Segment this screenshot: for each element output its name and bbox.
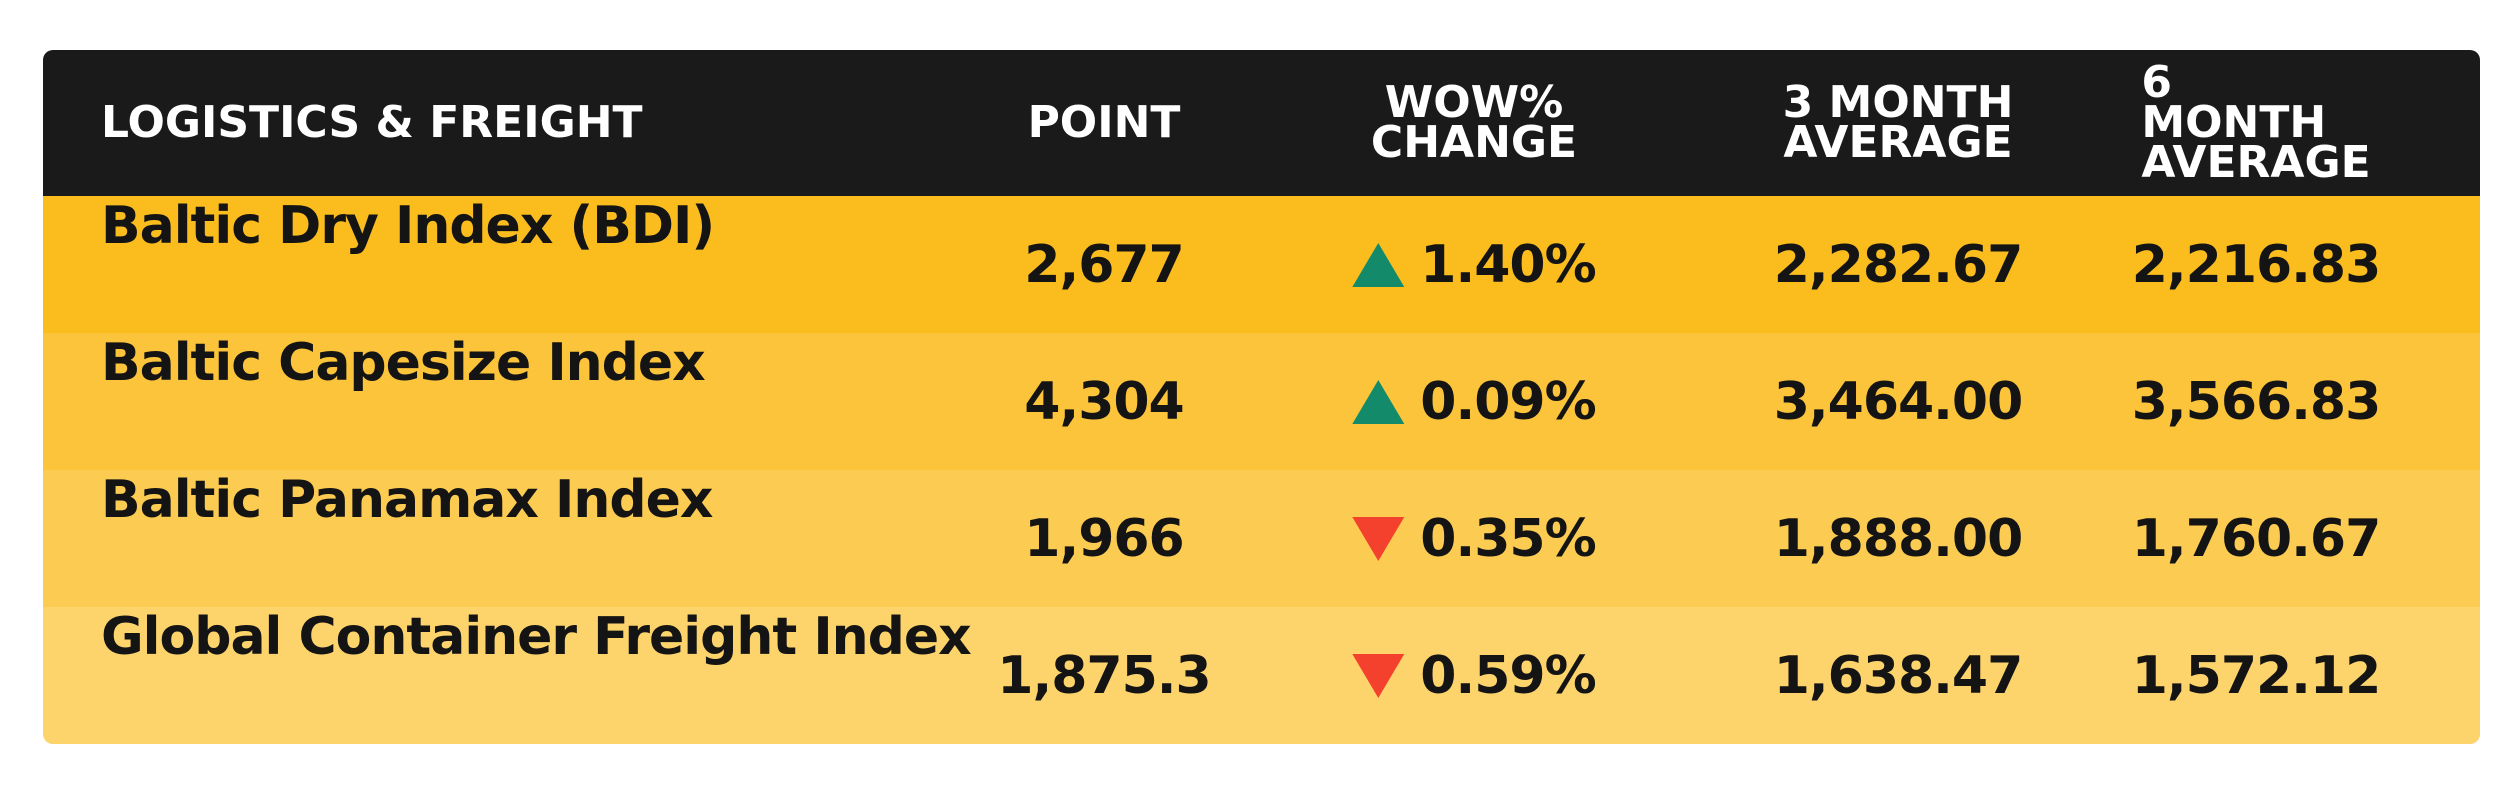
- cell: 1,875.3: [997, 645, 1211, 706]
- change-text: 1.40%: [1420, 234, 1596, 295]
- cell: 0.09%: [1352, 333, 1597, 470]
- header-text: POINT: [1027, 97, 1181, 148]
- data-row: Global Container Freight Index 1,875.3 0.5…: [43, 607, 2480, 744]
- header-cell: POINT: [1028, 50, 1181, 196]
- direction-up: [1352, 379, 1405, 424]
- header-cell: 6 MONTH AVERAGE: [2141, 50, 2370, 196]
- cell: 1,572.12: [2131, 645, 2382, 706]
- header-cell: WOW% CHANGE: [1371, 50, 1577, 196]
- header-text: LOGISTICS & FREIGHT: [101, 97, 643, 148]
- cell: Baltic Dry Index (BDI): [101, 196, 715, 256]
- header-cell: 3 MONTH AVERAGE: [1783, 50, 2014, 196]
- header-text: CHANGE: [1370, 117, 1578, 168]
- cell: 2,216.83: [2131, 234, 2382, 295]
- header-text: AVERAGE: [2141, 137, 2371, 188]
- cell: 2,677: [1024, 234, 1184, 295]
- change-text: 0.35%: [1420, 508, 1596, 569]
- data-row: Baltic Dry Index (BDI) 2,677 1.40% 2,282.67…: [43, 196, 2480, 333]
- header-text: 6 MONTH: [2141, 57, 2327, 148]
- header-text: WOW%: [1384, 77, 1564, 128]
- data-row: Baltic Panamax Index 1,966 0.35% 1,888.00 1,…: [43, 470, 2480, 607]
- cell: 1,966: [1024, 508, 1184, 569]
- cell: 1,638.47: [1773, 645, 2024, 706]
- cell: Baltic Capesize Index: [101, 333, 706, 393]
- header-row: LOGISTICS & FREIGHT POINT WOW% CHANGE 3 MONT…: [43, 50, 2480, 196]
- cell: 3,566.83: [2131, 371, 2382, 432]
- cell: 2,282.67: [1773, 234, 2024, 295]
- header-text: AVERAGE: [1783, 117, 2013, 168]
- cell: 0.35%: [1352, 470, 1597, 607]
- cell: Baltic Panamax Index: [101, 470, 713, 530]
- change-text: 0.59%: [1420, 645, 1596, 706]
- cell: 1,888.00: [1773, 508, 2024, 569]
- direction-down: [1352, 516, 1405, 561]
- cell: 1,760.67: [2131, 508, 2382, 569]
- cell: 3,464.00: [1773, 371, 2024, 432]
- data-row: Baltic Capesize Index 4,304 0.09% 3,464.00 3…: [43, 333, 2480, 470]
- cell: 1.40%: [1352, 196, 1597, 333]
- header-cell: LOGISTICS & FREIGHT: [101, 50, 643, 196]
- cell: Global Container Freight Index: [101, 607, 972, 667]
- direction-up: [1352, 242, 1405, 287]
- cell: 0.59%: [1352, 607, 1597, 744]
- change-text: 0.09%: [1420, 371, 1596, 432]
- header-text: 3 MONTH: [1782, 77, 2014, 128]
- cell: 4,304: [1024, 371, 1184, 432]
- direction-down: [1352, 653, 1405, 698]
- freight-table: LOGISTICS & FREIGHT POINT WOW% CHANGE 3 MONT…: [43, 50, 2480, 744]
